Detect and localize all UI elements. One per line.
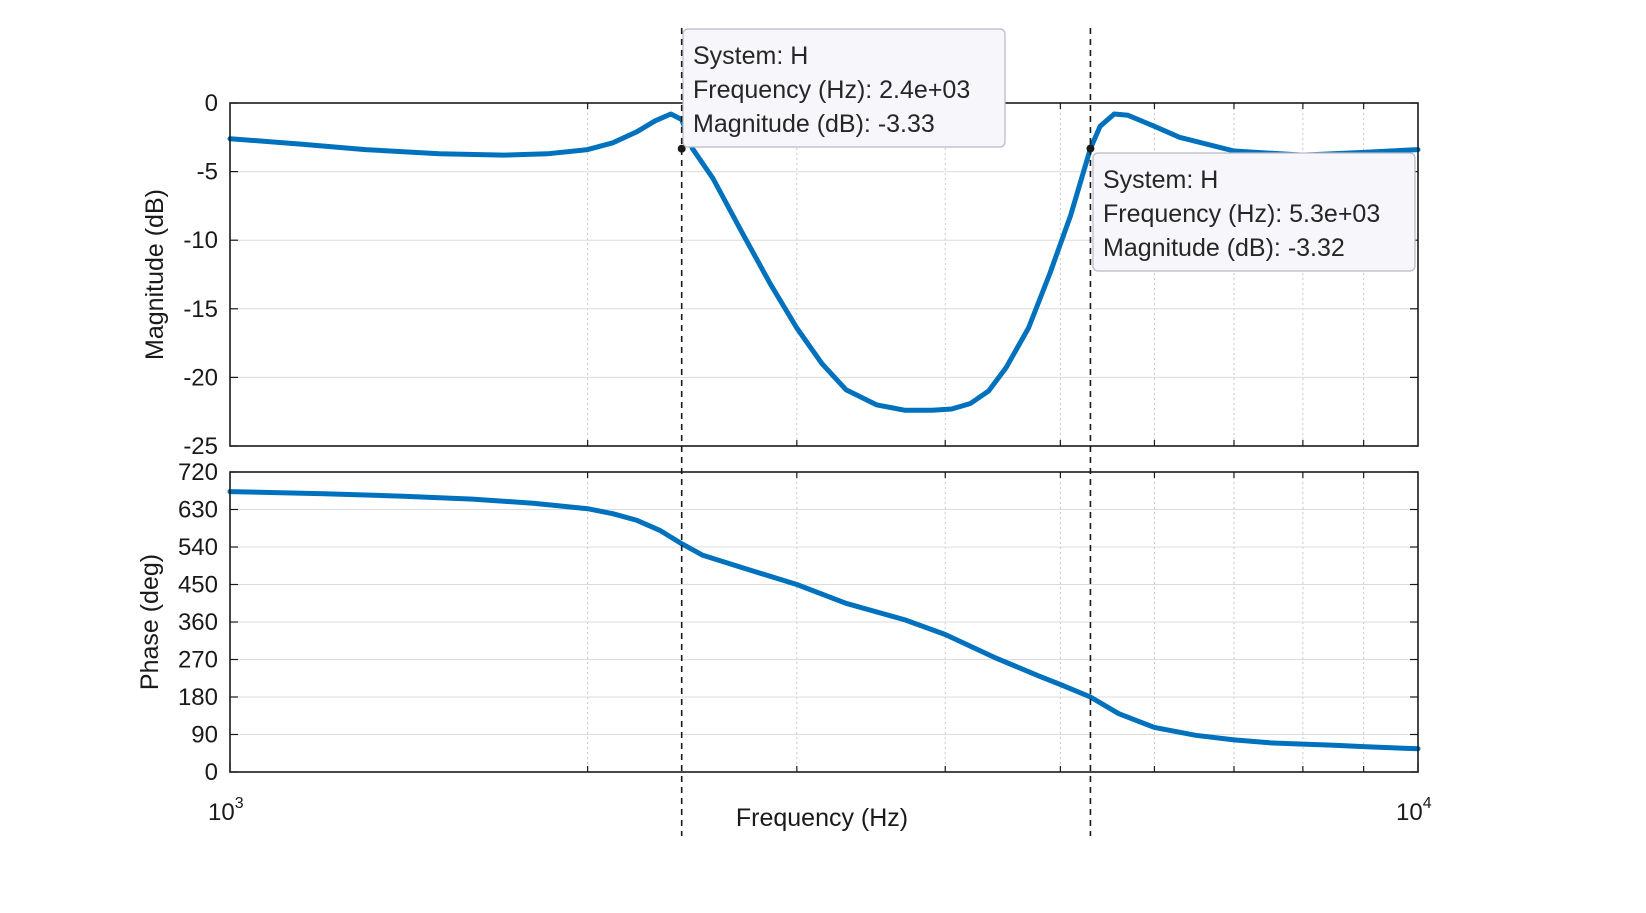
magnitude-series-line <box>227 111 1421 413</box>
cursor-2-tooltip <box>1092 152 1416 272</box>
phase-y-tick-label: 270 <box>178 647 218 674</box>
cursor-1-frequency: Frequency (Hz): 2.4e+03 <box>693 76 970 104</box>
cursor-1-magnitude: Magnitude (dB): -3.33 <box>693 110 935 138</box>
phase-grid <box>230 471 1418 773</box>
magnitude-y-axis-label: Magnitude (dB) <box>141 189 169 360</box>
cursor-2-marker[interactable] <box>1086 144 1095 153</box>
x-tick-label-1000: 103 <box>208 795 244 826</box>
x-tick-exponent: 3 <box>235 795 244 812</box>
phase-y-tick-label: 90 <box>191 722 218 749</box>
phase-axes-frame <box>229 471 1419 773</box>
magnitude-y-tick-label: -25 <box>183 433 218 460</box>
data-cursor-2[interactable]: System: H Frequency (Hz): 5.3e+03 Magnit… <box>1086 28 1416 836</box>
x-tick-base: 10 <box>208 799 235 826</box>
magnitude-y-tick-label: -20 <box>183 364 218 391</box>
magnitude-y-tick-label: 0 <box>205 90 218 117</box>
svg-text:104: 104 <box>1396 795 1432 826</box>
phase-y-tick-label: 180 <box>178 684 218 711</box>
magnitude-y-ticks: 0 -5 -10 -15 -20 -25 <box>183 90 1418 460</box>
cursor-2-magnitude: Magnitude (dB): -3.32 <box>1103 234 1345 262</box>
magnitude-y-tick-label: -5 <box>197 159 218 186</box>
cursor-2-frequency: Frequency (Hz): 5.3e+03 <box>1103 200 1380 228</box>
phase-series-line <box>227 489 1421 752</box>
cursor-1-tooltip <box>682 28 1006 148</box>
phase-y-tick-label: 630 <box>178 497 218 524</box>
phase-y-tick-label: 360 <box>178 609 218 636</box>
cursor-1-marker[interactable] <box>677 144 686 153</box>
magnitude-y-tick-label: -10 <box>183 227 218 254</box>
x-tick-label-10000: 104 <box>1396 795 1432 826</box>
phase-y-tick-label: 540 <box>178 534 218 561</box>
cursor-1-system: System: H <box>693 42 808 70</box>
phase-y-axis-label: Phase (deg) <box>136 554 164 690</box>
cursor-2-system: System: H <box>1103 166 1218 194</box>
phase-y-tick-label: 450 <box>178 572 218 599</box>
phase-y-tick-label: 720 <box>178 459 218 486</box>
phase-y-ticks: 720 630 540 450 360 270 180 90 0 <box>178 459 1418 786</box>
phase-y-tick-label: 0 <box>205 759 218 786</box>
svg-text:103: 103 <box>208 795 244 826</box>
magnitude-y-tick-label: -15 <box>183 296 218 323</box>
x-tick-base: 10 <box>1396 799 1423 826</box>
data-cursor-1[interactable]: System: H Frequency (Hz): 2.4e+03 Magnit… <box>677 28 1006 836</box>
x-tick-exponent: 4 <box>1423 795 1432 812</box>
x-axis-label: Frequency (Hz) <box>736 804 908 832</box>
